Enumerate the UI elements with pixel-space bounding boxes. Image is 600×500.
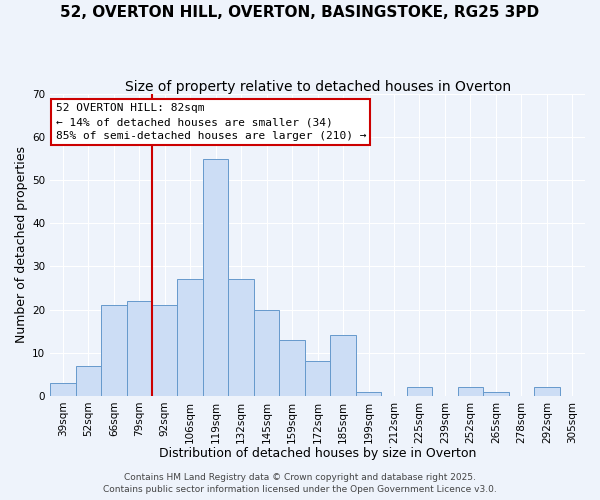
Bar bbox=[254, 310, 280, 396]
Bar bbox=[483, 392, 509, 396]
Bar bbox=[127, 301, 152, 396]
Text: 52, OVERTON HILL, OVERTON, BASINGSTOKE, RG25 3PD: 52, OVERTON HILL, OVERTON, BASINGSTOKE, … bbox=[61, 5, 539, 20]
Text: 52 OVERTON HILL: 82sqm
← 14% of detached houses are smaller (34)
85% of semi-det: 52 OVERTON HILL: 82sqm ← 14% of detached… bbox=[56, 103, 366, 141]
Bar bbox=[305, 362, 331, 396]
Bar bbox=[458, 387, 483, 396]
Bar bbox=[50, 383, 76, 396]
Bar bbox=[229, 280, 254, 396]
Bar bbox=[101, 306, 127, 396]
Bar bbox=[331, 336, 356, 396]
Bar bbox=[356, 392, 381, 396]
Bar bbox=[407, 387, 432, 396]
Y-axis label: Number of detached properties: Number of detached properties bbox=[15, 146, 28, 344]
Bar bbox=[534, 387, 560, 396]
Text: Contains HM Land Registry data © Crown copyright and database right 2025.
Contai: Contains HM Land Registry data © Crown c… bbox=[103, 472, 497, 494]
X-axis label: Distribution of detached houses by size in Overton: Distribution of detached houses by size … bbox=[159, 447, 476, 460]
Bar bbox=[76, 366, 101, 396]
Bar bbox=[152, 306, 178, 396]
Bar bbox=[178, 280, 203, 396]
Title: Size of property relative to detached houses in Overton: Size of property relative to detached ho… bbox=[125, 80, 511, 94]
Bar bbox=[203, 158, 229, 396]
Bar bbox=[280, 340, 305, 396]
